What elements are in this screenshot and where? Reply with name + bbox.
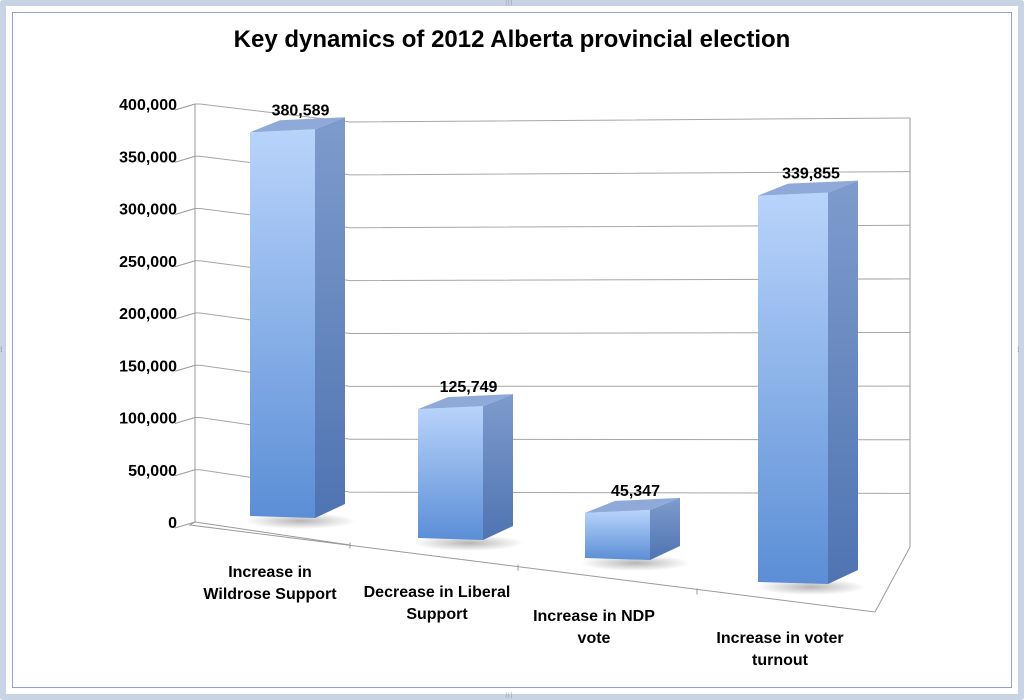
bar-top — [250, 117, 345, 133]
x-tick-label: Increase in — [228, 564, 312, 581]
chart-frame-inner — [12, 12, 1012, 688]
resize-handle-top[interactable]: ⁝⁝⁝ — [505, 0, 513, 8]
x-tick-label: Wildrose Support — [203, 586, 337, 603]
y-tick-mark — [174, 521, 196, 529]
floor-edge — [194, 521, 351, 546]
data-label: 45,347 — [611, 483, 660, 500]
y-tick-mark — [174, 312, 196, 320]
bar-top — [418, 394, 513, 410]
x-axis-line — [188, 521, 911, 613]
x-tick-label: Decrease in Liberal — [364, 584, 511, 601]
y-tick-mark — [174, 417, 196, 424]
bar-side — [315, 117, 345, 519]
x-tick-label: Support — [406, 606, 468, 623]
y-tick-label: 350,000 — [119, 149, 177, 166]
bar-side — [650, 497, 680, 560]
y-tick-mark — [174, 155, 196, 163]
y-tick-label: 400,000 — [119, 97, 177, 114]
bar-shadow — [756, 579, 866, 595]
bar-top — [758, 180, 858, 196]
x-tick-label: Increase in voter — [716, 630, 843, 647]
x-tick-label: turnout — [752, 652, 809, 669]
bar-shadow — [245, 513, 356, 529]
y-tick-label: 100,000 — [119, 411, 177, 428]
y-tick-label: 150,000 — [119, 358, 177, 375]
bar-shadow — [580, 555, 691, 571]
x-tick-label: vote — [578, 630, 611, 647]
y-tick-mark — [174, 260, 196, 268]
bar-top — [585, 497, 680, 513]
y-tick-mark — [174, 469, 196, 477]
y-tick-label: 0 — [168, 515, 177, 532]
resize-handle-left[interactable]: ⁞ — [0, 345, 3, 354]
y-tick-label: 200,000 — [119, 306, 177, 323]
y-tick-label: 250,000 — [119, 254, 177, 271]
y-tick-label: 300,000 — [119, 202, 177, 219]
bar-side — [483, 394, 513, 540]
gridline — [195, 103, 911, 123]
data-label: 380,589 — [272, 102, 330, 119]
y-tick-mark — [174, 103, 196, 111]
bar-shadow — [413, 535, 524, 551]
y-tick-mark — [174, 208, 196, 215]
data-label: 339,855 — [782, 166, 840, 183]
bar — [418, 406, 483, 540]
bar-side — [828, 180, 858, 585]
chart-title: Key dynamics of 2012 Alberta provincial … — [233, 26, 791, 53]
data-label: 125,749 — [440, 379, 498, 396]
x-tick-label: Increase in NDP — [533, 608, 655, 625]
bar — [585, 509, 650, 560]
bar — [250, 129, 315, 518]
resize-handle-bottom[interactable]: ⁝⁝⁝ — [505, 691, 513, 700]
bar — [758, 192, 828, 585]
y-tick-label: 50,000 — [128, 463, 177, 480]
resize-handle-right[interactable]: ⁞ — [1017, 345, 1020, 354]
y-tick-mark — [174, 364, 196, 372]
